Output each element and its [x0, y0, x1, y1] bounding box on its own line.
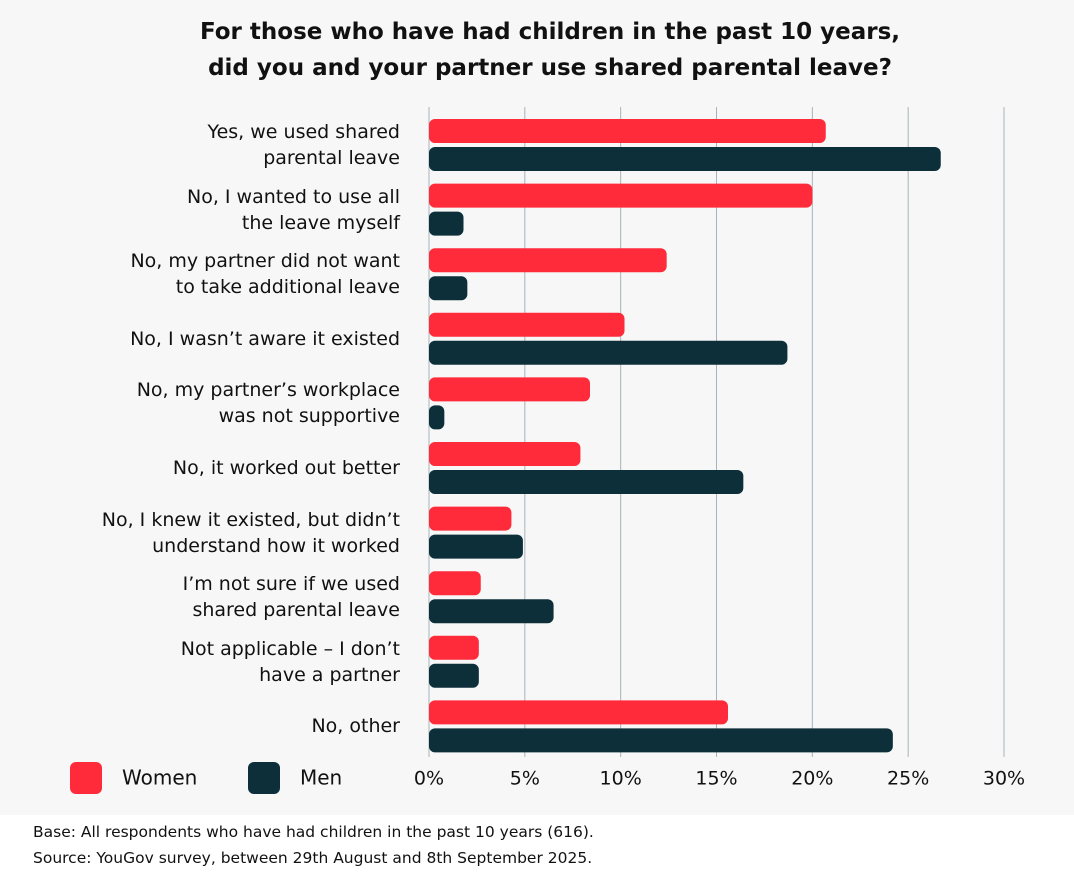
bar: [429, 470, 744, 494]
category-label: No, I knew it existed, but didn’t unders…: [101, 508, 400, 557]
x-tick-label: 0%: [414, 768, 444, 790]
legend-swatch: [70, 762, 102, 794]
bar: [429, 340, 788, 365]
footnote: Base: All respondents who have had child…: [33, 823, 594, 841]
category-label: I’m not sure if we used shared parental …: [182, 573, 400, 622]
x-tick-label: 20%: [791, 768, 833, 790]
bar: [429, 728, 893, 753]
bar: [429, 700, 728, 725]
x-tick-label: 25%: [887, 768, 929, 790]
category-label: No, other: [311, 715, 400, 738]
bar: [429, 635, 479, 660]
legend-swatch: [248, 762, 280, 794]
footnote: Source: YouGov survey, between 29th Augu…: [33, 849, 593, 867]
bar: [429, 147, 941, 171]
x-tick-label: 15%: [695, 768, 737, 790]
bar: [429, 276, 468, 301]
legend-label: Women: [122, 766, 197, 790]
bar: [429, 119, 826, 143]
category-label: Yes, we used shared parental leave: [207, 121, 400, 169]
category-label: No, it worked out better: [172, 457, 400, 479]
category-label: No, my partner did not want to take addi…: [130, 250, 400, 299]
category-label: No, I wasn’t aware it existed: [130, 327, 400, 350]
category-label: No, I wanted to use all the leave myself: [186, 185, 400, 234]
category-label: Not applicable – I don’t have a partner: [180, 637, 400, 686]
bar: [429, 183, 813, 208]
bar: [429, 405, 445, 430]
bar: [429, 312, 625, 337]
bar: [429, 534, 523, 559]
bar: [429, 663, 479, 688]
bar: [429, 599, 554, 624]
x-tick-label: 5%: [510, 768, 540, 790]
x-tick-label: 10%: [600, 768, 642, 790]
bar: [429, 442, 581, 466]
category-label: No, my partner’s workplace was not suppo…: [136, 379, 400, 428]
legend-label: Men: [300, 766, 342, 790]
bar: [429, 571, 481, 596]
bar: [429, 506, 512, 531]
bar: [429, 211, 464, 236]
chart-title: For those who have had children in the p…: [200, 19, 900, 81]
x-tick-label: 30%: [983, 768, 1025, 790]
bar: [429, 248, 667, 273]
bar: [429, 377, 590, 402]
